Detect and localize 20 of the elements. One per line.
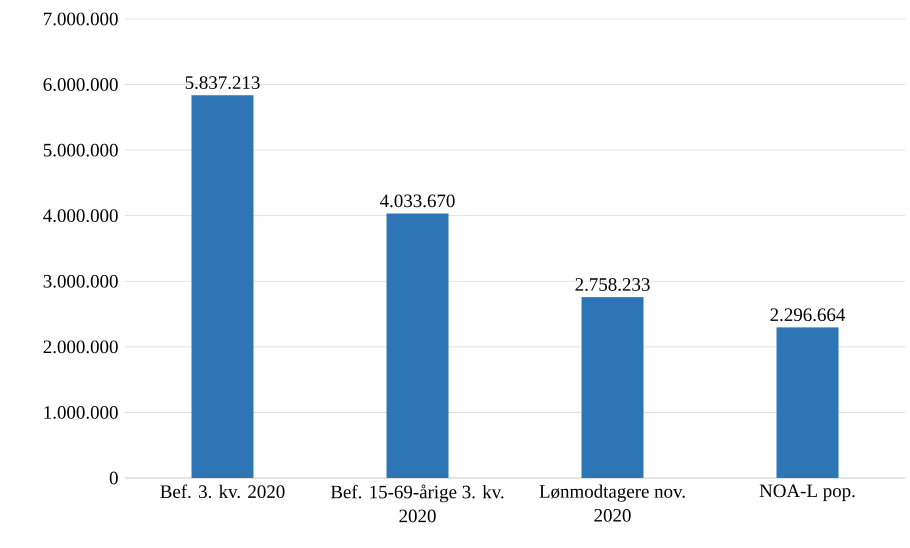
y-tick-label: 6.000.000 bbox=[44, 78, 118, 91]
data-label: 5.837.213 bbox=[186, 76, 260, 90]
y-tick-label: 5.000.000 bbox=[44, 144, 118, 157]
data-label: 2.296.664 bbox=[770, 308, 846, 322]
x-tick-label: Bef. 3. kv. 2020 bbox=[160, 484, 285, 498]
x-tick-label: Lønmodtagere nov. 2020 bbox=[540, 484, 685, 522]
y-tick-label: 2.000.000 bbox=[44, 340, 118, 354]
bar bbox=[776, 327, 839, 478]
data-label: 4.033.670 bbox=[380, 194, 455, 208]
y-tick-label: 7.000.000 bbox=[44, 12, 118, 26]
y-tick-label: 3.000.000 bbox=[44, 274, 118, 288]
y-tick-label: 4.000.000 bbox=[43, 209, 118, 222]
bar bbox=[582, 297, 644, 478]
y-tick-label: 1.000.000 bbox=[44, 406, 118, 419]
bar bbox=[386, 214, 449, 478]
y-tick-label: 0 bbox=[110, 472, 118, 484]
x-tick-label: NOA-L pop. bbox=[760, 484, 855, 502]
data-label: 2.758.233 bbox=[575, 278, 650, 291]
bar bbox=[192, 95, 254, 478]
x-tick-label: Bef. 15-69-årige 3. kv. 2020 bbox=[330, 484, 504, 522]
